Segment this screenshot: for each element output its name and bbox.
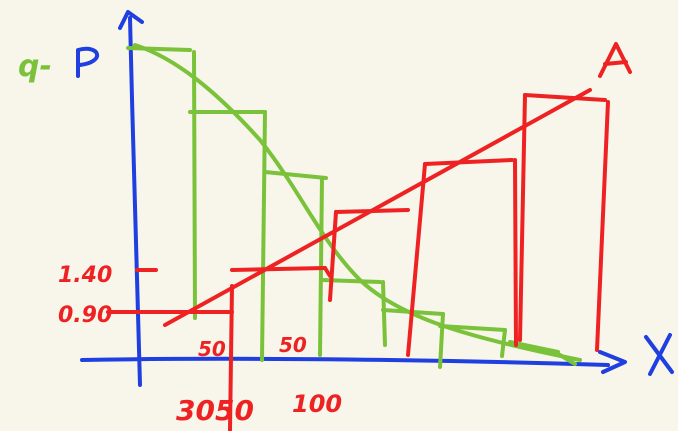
- text-labels: q- 1.40 0.90 50 50 3050 100: [18, 49, 342, 427]
- supply-line: [163, 88, 592, 327]
- y-axis: [128, 16, 142, 387]
- y-axis-arrowhead: [118, 10, 144, 30]
- p-letter: [76, 46, 100, 78]
- demand-steps: [126, 43, 582, 369]
- x-letter-stroke-2: [648, 333, 672, 376]
- q-label: q-: [18, 49, 52, 84]
- a-letter: [598, 42, 632, 78]
- supply-steps: [106, 42, 632, 431]
- price-label-low: 0.90: [58, 303, 112, 328]
- x-axis: [80, 356, 610, 367]
- x-axis-arrowhead: [598, 350, 627, 374]
- axes: [76, 10, 674, 387]
- x-tick-100: 100: [292, 390, 342, 418]
- step-label-2: 50: [279, 333, 307, 357]
- demand-curve: [133, 43, 582, 362]
- price-label-high: 1.40: [58, 263, 112, 288]
- step-label-1: 50: [198, 337, 226, 361]
- x-tick-3050: 3050: [176, 394, 254, 427]
